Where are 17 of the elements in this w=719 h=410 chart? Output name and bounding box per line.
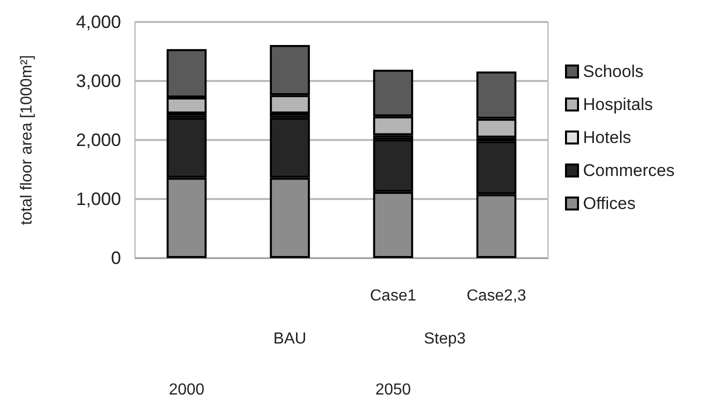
text: 2050 bbox=[375, 382, 412, 398]
text: BAU bbox=[273, 330, 306, 348]
legend-label: Hospitals bbox=[583, 95, 653, 114]
text: 2000 bbox=[168, 382, 205, 398]
y-tick-label: 4,000 bbox=[76, 12, 121, 32]
legend-label: Schools bbox=[583, 62, 644, 81]
y-axis-title: total floor area [1000m²] bbox=[18, 55, 36, 225]
legend-label: Commerces bbox=[583, 161, 675, 180]
y-tick-label: 3,000 bbox=[76, 71, 121, 91]
legend-label: Hotels bbox=[583, 128, 632, 147]
y-tick-label: 0 bbox=[110, 248, 121, 268]
x-tick-label: Case2,3 bbox=[466, 288, 526, 304]
legend-label: Offices bbox=[583, 194, 636, 213]
y-tick-label: 1,000 bbox=[76, 189, 121, 209]
x-tick-label: Case1 bbox=[370, 288, 416, 304]
y-tick-label: 2,000 bbox=[76, 130, 121, 150]
text: Step3 bbox=[424, 330, 466, 348]
